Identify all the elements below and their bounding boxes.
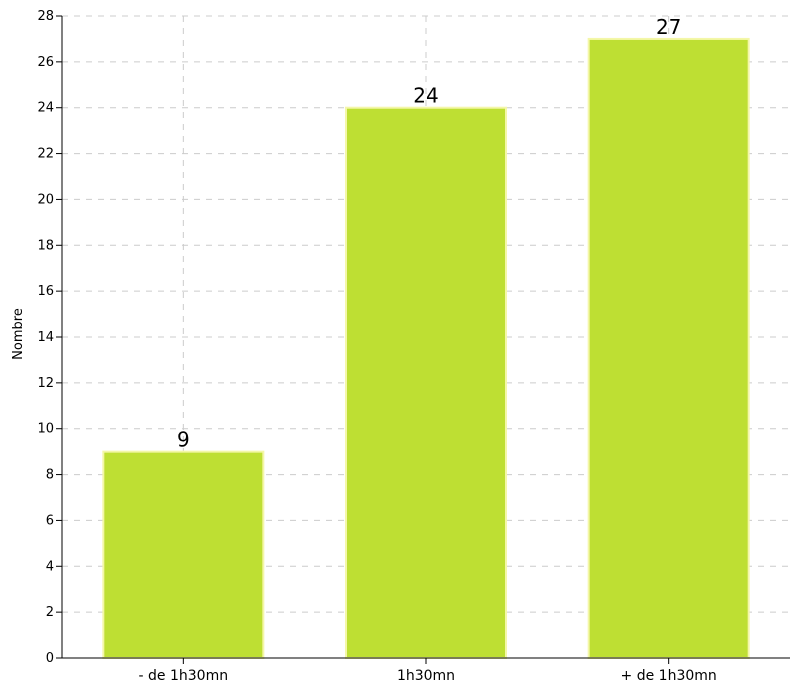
y-tick-label: 14 bbox=[37, 330, 54, 345]
x-tick-label: 1h30mn bbox=[397, 668, 455, 684]
y-tick-label: 8 bbox=[46, 468, 54, 483]
bar bbox=[587, 37, 750, 659]
bar-value-label: 9 bbox=[177, 428, 190, 452]
bar bbox=[345, 106, 507, 659]
bars bbox=[102, 37, 750, 659]
y-tick-label: 4 bbox=[46, 559, 54, 574]
y-tick-label: 6 bbox=[46, 513, 54, 528]
value-labels: 9 24 27 bbox=[177, 15, 681, 452]
y-tick-label: 12 bbox=[37, 376, 54, 391]
x-tick-label: - de 1h30mn bbox=[139, 668, 229, 684]
y-tick-label: 22 bbox=[37, 147, 54, 162]
y-tick-label: 20 bbox=[37, 192, 54, 207]
y-tick-label: 16 bbox=[37, 284, 54, 299]
y-tick-label: 26 bbox=[37, 55, 54, 70]
y-tick-label: 18 bbox=[37, 238, 54, 253]
y-tick-label: 28 bbox=[37, 9, 54, 24]
bar-value-label: 24 bbox=[413, 84, 438, 108]
y-tick-label: 24 bbox=[37, 101, 54, 116]
bar bbox=[102, 450, 265, 659]
x-tick-labels: - de 1h30mn 1h30mn + de 1h30mn bbox=[139, 658, 717, 684]
bar-value-label: 27 bbox=[656, 15, 681, 39]
y-tick-label: 10 bbox=[37, 422, 54, 437]
x-tick-label: + de 1h30mn bbox=[621, 668, 717, 684]
y-axis-title: Nombre bbox=[11, 308, 26, 360]
y-tick-label: 0 bbox=[46, 651, 54, 666]
y-tick-label: 2 bbox=[46, 605, 54, 620]
